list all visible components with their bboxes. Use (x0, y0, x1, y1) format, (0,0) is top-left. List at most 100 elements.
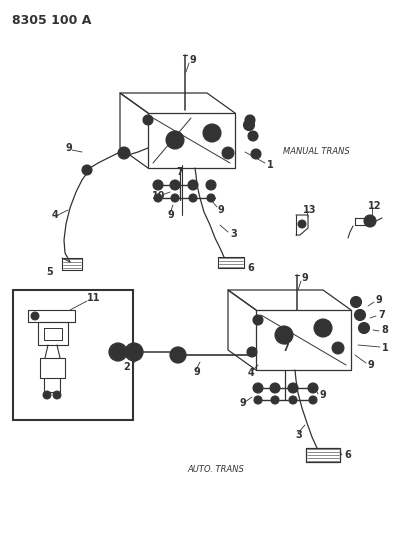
Circle shape (222, 147, 234, 159)
Circle shape (53, 391, 61, 399)
Circle shape (273, 398, 277, 402)
Text: 1: 1 (267, 160, 274, 170)
Text: 4: 4 (248, 368, 255, 378)
Circle shape (275, 326, 293, 344)
Circle shape (191, 196, 195, 200)
Circle shape (364, 215, 376, 227)
Circle shape (247, 347, 257, 357)
Circle shape (146, 117, 151, 123)
Circle shape (154, 194, 162, 202)
Text: 9: 9 (302, 273, 309, 283)
Circle shape (188, 180, 198, 190)
Circle shape (207, 194, 215, 202)
Circle shape (203, 124, 221, 142)
Circle shape (109, 343, 127, 361)
Text: 9: 9 (167, 210, 174, 220)
Circle shape (248, 117, 253, 123)
Circle shape (298, 220, 306, 228)
Circle shape (253, 315, 263, 325)
Circle shape (359, 322, 370, 334)
Circle shape (173, 196, 177, 200)
Text: 9: 9 (65, 143, 72, 153)
Circle shape (248, 131, 258, 141)
Circle shape (350, 296, 361, 308)
Circle shape (155, 182, 160, 188)
Circle shape (253, 383, 263, 393)
Text: 8305 100 A: 8305 100 A (12, 14, 91, 27)
Circle shape (255, 385, 260, 391)
Circle shape (113, 347, 123, 357)
Circle shape (332, 342, 344, 354)
Text: 12: 12 (368, 201, 381, 211)
Circle shape (270, 383, 280, 393)
Text: 5: 5 (46, 267, 53, 277)
Circle shape (254, 396, 262, 404)
Circle shape (318, 323, 328, 333)
Circle shape (290, 385, 295, 391)
Circle shape (166, 131, 184, 149)
Circle shape (246, 123, 251, 127)
Circle shape (84, 167, 89, 173)
Circle shape (310, 385, 315, 391)
Circle shape (279, 330, 289, 340)
Circle shape (291, 398, 295, 402)
Circle shape (309, 396, 317, 404)
Circle shape (125, 343, 143, 361)
Text: 9: 9 (376, 295, 383, 305)
Circle shape (255, 318, 260, 322)
Circle shape (206, 180, 216, 190)
Circle shape (207, 128, 217, 138)
Circle shape (173, 351, 182, 359)
Text: 9: 9 (368, 360, 375, 370)
Circle shape (355, 310, 366, 320)
Circle shape (250, 350, 255, 354)
Text: 3: 3 (230, 229, 237, 239)
Circle shape (82, 165, 92, 175)
Circle shape (143, 115, 153, 125)
Circle shape (273, 385, 277, 391)
Circle shape (251, 133, 255, 139)
Circle shape (209, 196, 213, 200)
Circle shape (311, 398, 315, 402)
Circle shape (189, 194, 197, 202)
Text: AUTO. TRANS: AUTO. TRANS (187, 465, 244, 474)
Text: 9: 9 (218, 205, 225, 215)
Circle shape (253, 151, 259, 157)
Circle shape (121, 150, 127, 156)
Bar (13, 290, 133, 420)
Text: 6: 6 (247, 263, 254, 273)
Circle shape (153, 180, 163, 190)
Text: 7: 7 (378, 310, 385, 320)
Circle shape (244, 119, 255, 131)
Circle shape (31, 312, 39, 320)
Text: 9: 9 (193, 367, 200, 377)
Circle shape (367, 218, 373, 224)
Circle shape (156, 196, 160, 200)
Circle shape (353, 300, 359, 304)
Circle shape (288, 383, 298, 393)
Circle shape (357, 312, 362, 318)
Circle shape (191, 182, 195, 188)
Circle shape (173, 182, 177, 188)
Circle shape (308, 383, 318, 393)
Text: 4: 4 (52, 210, 59, 220)
Circle shape (129, 347, 139, 357)
Circle shape (289, 396, 297, 404)
Circle shape (171, 194, 179, 202)
Text: 11: 11 (87, 293, 100, 303)
Circle shape (170, 347, 186, 363)
Circle shape (251, 149, 261, 159)
Circle shape (170, 180, 180, 190)
Text: 13: 13 (303, 205, 317, 215)
Circle shape (118, 147, 130, 159)
Text: 7: 7 (176, 167, 183, 177)
Circle shape (245, 115, 255, 125)
Text: 3: 3 (295, 430, 302, 440)
Text: 1: 1 (382, 343, 389, 353)
Circle shape (43, 391, 51, 399)
Text: 9: 9 (240, 398, 247, 408)
Circle shape (208, 182, 213, 188)
Circle shape (314, 319, 332, 337)
Text: 6: 6 (344, 450, 351, 460)
Circle shape (256, 398, 260, 402)
